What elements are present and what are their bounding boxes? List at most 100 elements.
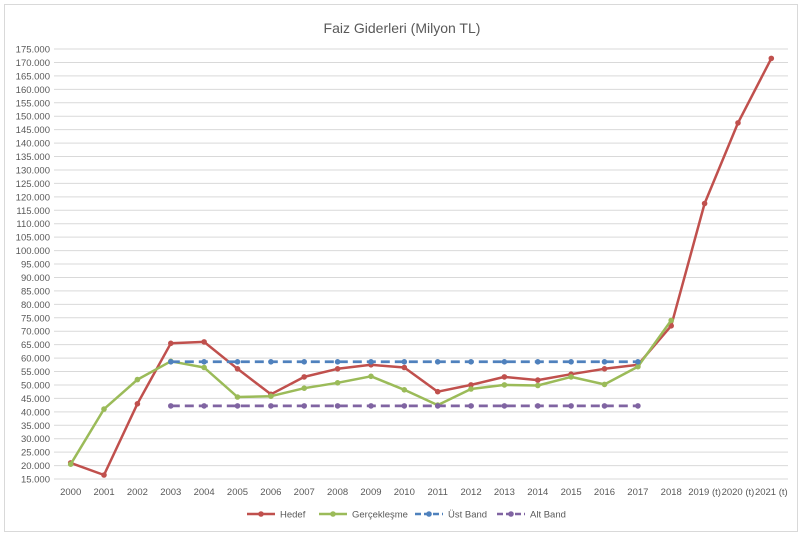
x-tick-label: 2000: [60, 487, 81, 498]
data-point-hedef: [201, 339, 207, 345]
y-tick-label: 145.000: [16, 125, 50, 136]
data-point-alt-band: [635, 403, 641, 409]
x-tick-label: 2014: [527, 487, 548, 498]
x-tick-label: 2010: [394, 487, 415, 498]
y-tick-label: 100.000: [16, 246, 50, 257]
x-tick-label: 2020 (t): [722, 487, 755, 498]
data-point-ger-ekle-me: [301, 385, 308, 392]
data-point-alt-band: [601, 403, 608, 409]
legend-label: Gerçekleşme: [352, 510, 408, 521]
data-point-alt-band: [434, 403, 441, 409]
y-tick-label: 40.000: [21, 407, 50, 418]
x-tick-label: 2006: [260, 487, 281, 498]
x-tick-label: 2003: [160, 487, 181, 498]
data-point-st-band: [334, 359, 341, 365]
y-tick-label: 160.000: [16, 85, 50, 96]
y-tick-label: 150.000: [16, 112, 50, 123]
x-tick-label: 2021 (t): [755, 487, 788, 498]
y-tick-label: 70.000: [21, 327, 50, 338]
y-tick-label: 135.000: [16, 152, 50, 163]
data-point-ger-ekle-me: [668, 317, 674, 324]
y-axis-ticks: 15.000 20.000 25.000 30.000 35.000 40.000 45.0…: [16, 45, 50, 486]
y-tick-label: 35.000: [21, 421, 50, 432]
data-point-st-band: [301, 359, 308, 365]
data-point-ger-ekle-me: [134, 376, 141, 383]
data-point-st-band: [635, 359, 641, 365]
data-point-hedef: [601, 366, 608, 372]
y-tick-label: 25.000: [21, 448, 50, 459]
data-point-ger-ekle-me: [401, 387, 408, 393]
x-axis-ticks: 2000 2001 2002 2003 2004 2005 2006 2007 2008 2009…: [60, 487, 788, 498]
x-tick-label: 2011: [427, 487, 447, 498]
data-point-alt-band: [568, 403, 574, 409]
x-tick-label: 2004: [194, 487, 215, 498]
data-point-ger-ekle-me: [368, 373, 374, 380]
data-point-ger-ekle-me: [568, 374, 574, 380]
legend-swatch-marker: [426, 511, 432, 517]
series-alt-band: [168, 403, 641, 409]
data-point-ger-ekle-me: [334, 380, 341, 386]
chart-frame: [4, 4, 798, 532]
y-tick-label: 45.000: [21, 394, 50, 405]
legend-swatch-marker: [508, 511, 514, 517]
y-tick-label: 55.000: [21, 367, 50, 378]
legend-entry: Hedef: [247, 510, 306, 521]
x-tick-label: 2007: [294, 487, 315, 498]
legend-swatch-marker: [330, 511, 336, 517]
data-point-st-band: [234, 359, 241, 365]
x-tick-label: 2019 (t): [688, 487, 721, 498]
y-tick-label: 155.000: [16, 98, 50, 109]
series-group: [67, 55, 775, 478]
series-ger-ekle-me: [67, 317, 674, 468]
x-tick-label: 2009: [360, 487, 381, 498]
x-tick-label: 2017: [627, 487, 648, 498]
data-point-st-band: [368, 359, 374, 365]
data-point-alt-band: [401, 403, 408, 409]
data-point-st-band: [568, 359, 574, 365]
legend: Hedef Gerçekleşme Üst Band Alt Band: [247, 510, 566, 521]
y-tick-label: 15.000: [21, 475, 50, 486]
data-point-ger-ekle-me: [268, 393, 274, 400]
data-point-alt-band: [468, 403, 474, 409]
y-tick-label: 90.000: [21, 273, 50, 284]
series-st-band: [168, 359, 641, 365]
y-tick-label: 30.000: [21, 434, 50, 445]
y-tick-label: 120.000: [16, 192, 50, 203]
y-tick-label: 110.000: [16, 219, 50, 230]
x-tick-label: 2013: [494, 487, 515, 498]
y-tick-label: 50.000: [21, 380, 50, 391]
x-tick-label: 2012: [460, 487, 481, 498]
data-point-hedef: [535, 377, 541, 383]
y-tick-label: 95.000: [21, 260, 50, 271]
data-point-ger-ekle-me: [535, 382, 541, 389]
data-point-ger-ekle-me: [468, 386, 474, 392]
legend-label: Alt Band: [530, 510, 566, 521]
y-tick-label: 60.000: [21, 354, 50, 365]
data-point-alt-band: [334, 403, 341, 409]
data-point-hedef: [701, 200, 708, 207]
data-point-hedef: [134, 401, 141, 407]
data-point-hedef: [401, 364, 408, 371]
data-point-st-band: [201, 359, 207, 365]
data-point-hedef: [301, 374, 308, 380]
data-point-ger-ekle-me: [635, 363, 641, 370]
y-tick-label: 65.000: [21, 340, 50, 351]
x-tick-label: 2015: [561, 487, 582, 498]
data-point-st-band: [434, 359, 441, 365]
x-tick-label: 2002: [127, 487, 148, 498]
x-tick-label: 2016: [594, 487, 615, 498]
data-point-alt-band: [535, 403, 541, 409]
legend-label: Üst Band: [448, 510, 487, 521]
y-tick-label: 130.000: [16, 165, 50, 176]
legend-entry: Gerçekleşme: [319, 510, 408, 521]
grid: [54, 48, 788, 480]
data-point-alt-band: [301, 403, 308, 409]
series-hedef: [67, 55, 775, 478]
x-tick-label: 2001: [93, 487, 114, 498]
data-point-hedef: [334, 366, 341, 372]
data-point-st-band: [401, 359, 408, 365]
data-point-hedef: [768, 55, 775, 62]
x-tick-label: 2005: [227, 487, 248, 498]
y-tick-label: 140.000: [16, 139, 50, 150]
